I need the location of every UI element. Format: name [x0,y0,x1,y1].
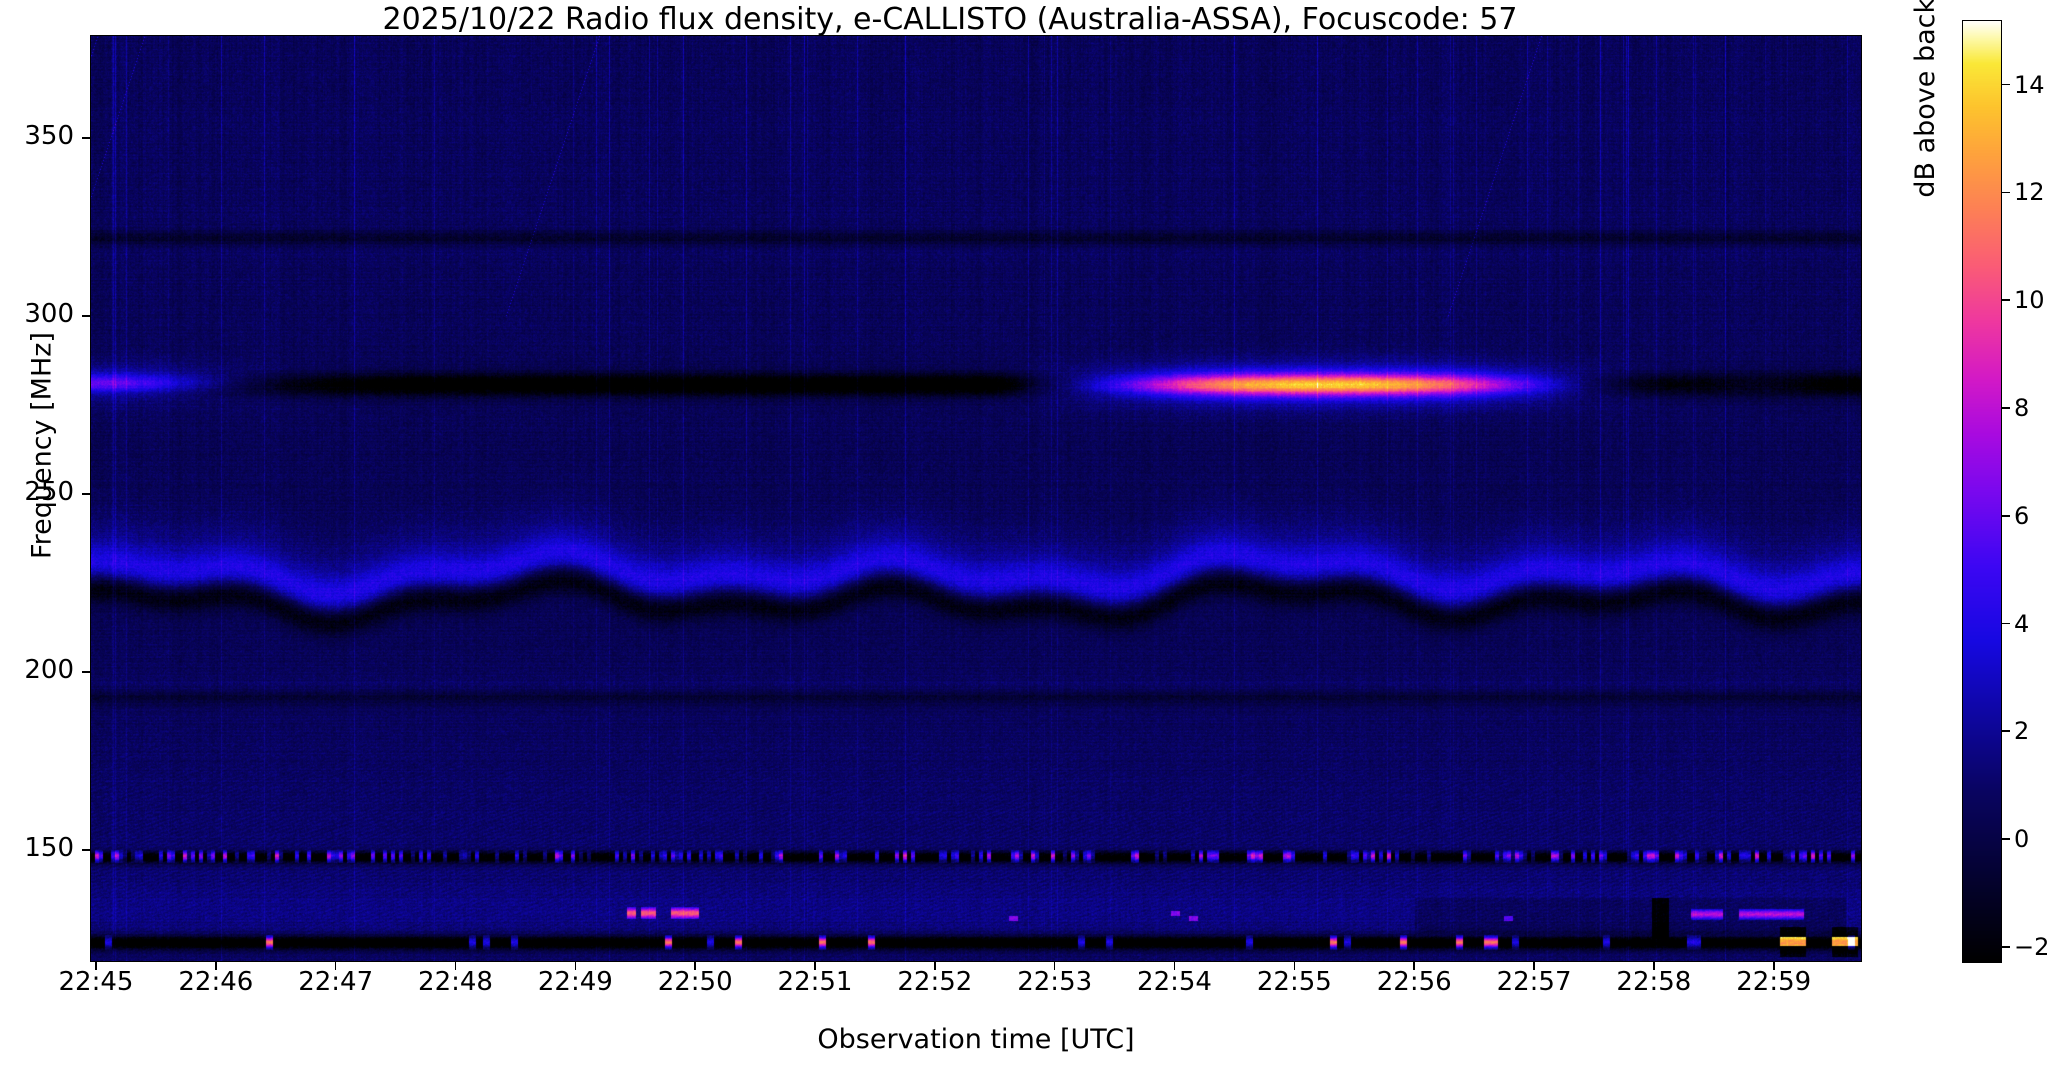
y-tick-mark [82,315,90,317]
colorbar-tick-label: 14 [2014,70,2045,99]
colorbar-tick-mark [2002,730,2010,733]
x-tick-label: 22:45 [58,967,134,997]
x-tick-label: 22:49 [537,967,613,997]
x-tick-label: 22:57 [1496,967,1572,997]
spectrogram-axes [90,35,1862,962]
colorbar-tick-mark [2002,514,2010,517]
y-tick-label: 350 [24,121,74,152]
x-tick-mark [1413,962,1415,970]
x-tick-mark [814,962,816,970]
colorbar-tick-mark [2002,407,2010,409]
x-tick-mark [215,962,217,970]
x-tick-mark [95,962,97,970]
x-tick-mark [1293,962,1296,970]
colorbar-tick-label: 12 [2014,178,2045,207]
x-tick-label: 22:47 [298,967,374,997]
colorbar-tick-mark [2002,946,2010,948]
colorbar: −2 0 2 4 6 8 10 12 14 [1962,20,2049,963]
x-tick-label: 22:48 [418,967,493,997]
x-tick-mark [574,962,577,970]
x-tick-mark [1533,962,1535,970]
colorbar-label: dB above background [1910,0,1941,198]
x-tick-label: 22:59 [1736,967,1812,997]
x-tick-label: 22:51 [777,967,853,997]
x-tick-label: 22:55 [1256,967,1332,997]
y-tick-mark [82,671,90,673]
page-title: 2025/10/22 Radio flux density, e-CALLIST… [382,2,1518,37]
colorbar-tick-mark [2002,622,2010,625]
colorbar-tick-label: 8 [2014,393,2030,422]
colorbar-tick-label: 0 [2014,825,2030,854]
x-tick-mark [1173,962,1176,970]
x-tick-mark [1053,962,1056,970]
y-tick-label: 250 [24,476,74,507]
x-tick-label: 22:53 [1017,967,1093,997]
y-tick-mark [82,137,90,139]
y-tick-label: 300 [24,299,74,330]
y-tick-mark [82,493,90,495]
y-tick-label: 150 [24,832,74,863]
colorbar-gradient [1962,20,2002,963]
x-tick-label: 22:52 [897,967,973,997]
colorbar-tick-mark [2002,191,2010,194]
x-tick-label: 22:54 [1137,967,1212,997]
x-tick-mark [1653,962,1655,970]
y-tick-mark [82,848,90,851]
x-tick-mark [694,962,696,970]
x-tick-mark [1772,962,1775,970]
colorbar-tick-label: 2 [2014,717,2030,746]
x-tick-mark [934,962,936,970]
x-axis-label: Observation time [UTC] [817,1024,1135,1055]
y-tick-label: 200 [24,654,74,685]
colorbar-tick-label: 10 [2014,286,2045,315]
colorbar-tick-label: −2 [2014,932,2050,961]
x-tick-mark [454,962,457,970]
spectrogram-image [91,36,1861,961]
colorbar-tick-label: 6 [2014,501,2030,530]
colorbar-tick-label: 4 [2014,609,2030,638]
colorbar-tick-mark [2002,299,2010,301]
x-tick-label: 22:56 [1376,967,1452,997]
colorbar-tick-mark [2002,83,2010,86]
x-tick-label: 22:46 [178,967,254,997]
x-tick-label: 22:58 [1616,967,1692,997]
x-tick-mark [334,962,337,970]
y-axis-label: Frequency [MHz] [26,332,58,559]
x-tick-label: 22:50 [657,967,733,997]
colorbar-tick-mark [2002,838,2010,840]
